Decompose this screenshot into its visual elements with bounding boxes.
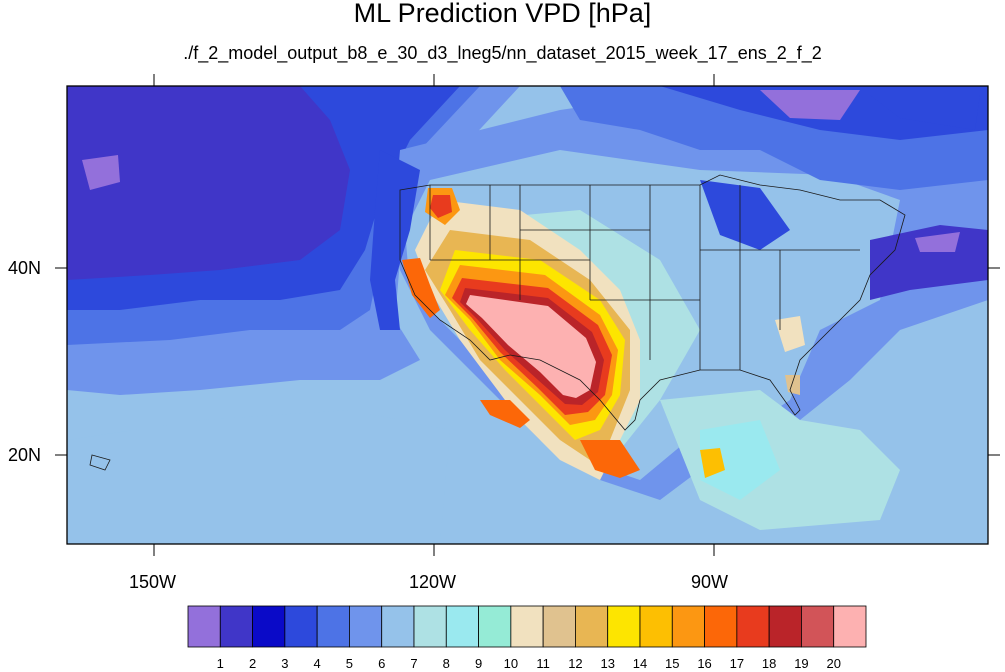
colorbar-tick-label: 6 [378,656,386,671]
lat-label-40n: 40N [8,258,42,278]
colorbar-box [413,605,447,648]
colorbar-tick-label: 7 [410,656,418,671]
map-subtitle: ./f_2_model_output_b8_e_30_d3_lneg5/nn_d… [183,43,822,63]
colorbar-box [187,605,221,648]
colorbar-box [381,605,415,648]
vpd-field [67,86,988,544]
colorbar-box [478,605,512,648]
colorbar-box [219,605,253,648]
colorbar-box [510,605,544,648]
colorbar-box [801,605,835,648]
colorbar-tick-label: 16 [697,656,712,671]
colorbar-tick-label: 8 [442,656,450,671]
colorbar-tick-label: 4 [313,656,321,671]
lon-label-150w: 150W [129,572,177,592]
colorbar-box [542,605,576,648]
colorbar-box [349,605,383,648]
colorbar-box [607,605,641,648]
colorbar-tick-label: 5 [345,656,354,671]
axis-ticks [55,74,1000,556]
colorbar-tick-label: 3 [281,656,289,671]
colorbar-box [575,605,609,648]
colorbar-tick-label: 1 [216,656,224,671]
map-title: ML Prediction VPD [hPa] [353,0,652,28]
colorbar-tick-label: 9 [474,656,483,671]
colorbar-tick-label: 10 [503,656,519,671]
colorbar-tick-label: 15 [665,656,680,671]
colorbar-box [671,605,705,648]
colorbar-tick-label: 20 [826,656,841,671]
colorbar-tick-label: 2 [248,656,257,671]
colorbar-box [833,605,867,648]
colorbar-box [284,605,318,648]
lon-label-90w: 90W [691,572,729,592]
colorbar-box [445,605,479,648]
colorbar-box [316,605,350,648]
map-frame [66,85,989,545]
colorbar-box [639,605,673,648]
colorbar-box [704,605,738,648]
lat-label-20n: 20N [8,445,42,465]
colorbar-tick-label: 14 [632,656,648,671]
colorbar-box [252,605,286,648]
colorbar-box [768,605,802,648]
colorbar-tick-label: 19 [794,656,809,671]
colorbar-tick-label: 18 [761,656,777,671]
colorbar-tick-label: 11 [536,656,550,671]
colorbar-box [736,605,770,648]
colorbar-tick-label: 12 [568,656,583,671]
lon-label-120w: 120W [409,572,457,592]
colorbar-tick-label: 17 [729,656,745,671]
colorbar-tick-label: 13 [600,656,615,671]
